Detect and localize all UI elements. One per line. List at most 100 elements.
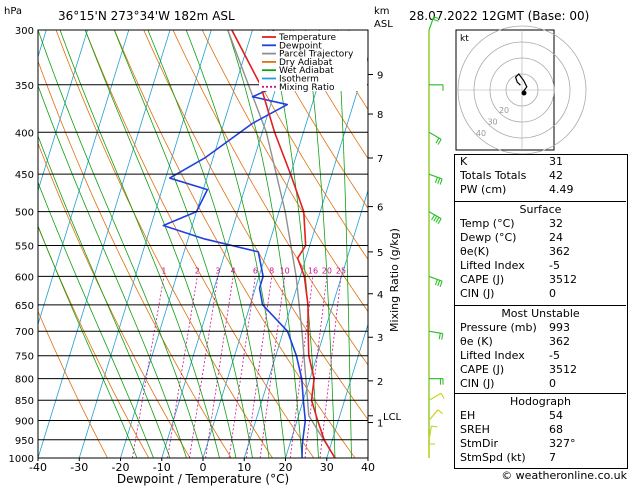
legend-label: Parcel Trajectory [279,50,354,60]
asl-label: ASL [374,19,393,30]
index-row: SREH 68 [455,423,626,437]
index-value: 362 [549,245,570,258]
lcl-label: LCL [383,412,402,423]
index-key: CIN (J) [460,377,495,390]
hodograph-ring-label: 20 [499,106,509,115]
index-key: PW (cm) [460,183,507,196]
x-tick-label: 40 [361,461,375,474]
pressure-tick-label: 600 [15,272,34,283]
index-key: Pressure (mb) [460,321,537,334]
pressure-tick-label: 450 [15,170,34,181]
indices-panel: K 31 Totals Totals 42 PW (cm) 4.49 Surface Te… [454,154,628,469]
index-value: 68 [549,423,563,436]
mixing-ratio-line [289,276,314,458]
legend-label: Mixing Ratio [279,83,335,93]
mixing-ratio-line [319,276,342,458]
parcel-trajectory-line [227,30,336,458]
index-value: 7 [549,451,556,464]
pressure-tick-label: 400 [15,128,34,139]
pressure-tick-label: 750 [15,352,34,363]
isotherm-line [0,30,5,458]
wind-barb-flag [431,425,438,428]
wind-barb-flag [437,138,442,145]
x-tick-label: -10 [153,461,171,474]
dry-adiabat-line [260,30,368,210]
dry-adiabat-line [38,310,108,458]
wet-adiabat-line [38,84,187,458]
mixing-ratio-line [228,276,256,458]
wind-barb-flag [437,280,441,287]
wet-adiabat-line [147,30,270,458]
index-row: Lifted Index -5 [455,349,626,363]
km-tick-label: 8 [377,110,383,121]
index-row: Totals Totals 42 [455,169,626,183]
index-value: 3512 [549,273,577,286]
isotherm-line [285,189,368,458]
dry-adiabat-line [201,30,368,313]
index-row: StmDir 327° [455,437,626,451]
isotherm-line [78,30,212,458]
x-tick-label: 0 [200,461,207,474]
index-value: -5 [549,349,560,362]
separator [455,393,626,394]
km-tick-label: 4 [377,290,383,301]
legend-label: Dry Adiabat [279,58,333,68]
pressure-tick-label: 900 [15,417,34,428]
index-key: Totals Totals [460,169,527,182]
wind-barb-flag [433,16,440,20]
index-value: 0 [549,287,556,300]
copyright-footer: © weatheronline.co.uk [501,469,627,482]
km-tick-label: 9 [377,70,383,81]
mixing-ratio-line [259,276,286,458]
wind-barb-flag [435,217,440,223]
wind-barb [428,330,443,335]
wet-adiabat-line [59,30,220,458]
separator [455,305,626,306]
index-value: -5 [549,259,560,272]
wet-adiabat-line [185,30,286,458]
legend-label: Temperature [278,33,336,43]
index-row: Lifted Index -5 [455,259,626,273]
km-tick-label: 3 [377,333,383,344]
wind-barb-flag [439,281,443,288]
wind-barb-flag [441,333,444,340]
index-value: 24 [549,231,563,244]
index-key: Lifted Index [460,349,525,362]
index-row: Pressure (mb) 993 [455,321,626,335]
index-value: 993 [549,321,570,334]
index-value: 362 [549,335,570,348]
index-key: StmSpd (kt) [460,451,526,464]
storm-motion-marker [521,90,527,96]
mixing-ratio-line [205,276,234,458]
hodograph-ring-label: 30 [487,118,497,127]
mixing-ratio-label: 2 [195,266,200,275]
pressure-tick-label: 650 [15,301,34,312]
km-tick-label: 5 [377,248,383,259]
wind-barb-flag [440,392,445,399]
legend-label: Wet Adiabat [279,66,334,76]
km-label: km [374,6,390,17]
pressure-tick-label: 950 [15,436,34,447]
wind-barb [428,16,435,31]
hodograph-trace [514,73,528,94]
wind-barb [428,392,442,401]
isotherm-line [326,322,368,458]
wind-barb [428,425,433,440]
index-key: θe(K) [460,245,490,258]
index-row: θe(K) 362 [455,245,626,259]
mixing-ratio-line [189,276,219,458]
temperature-line [231,30,336,458]
index-row: K 31 [455,155,626,169]
x-tick-label: -30 [70,461,88,474]
hodograph-unit-label: kt [460,34,469,44]
index-row: CAPE (J) 3512 [455,363,626,377]
pressure-tick-label: 1000 [9,454,34,465]
wind-barb-flag [431,214,436,221]
x-tick-label: -40 [29,461,47,474]
pressure-tick-label: 850 [15,396,34,407]
legend-label: Dewpoint [279,41,322,51]
plot-frame [37,29,369,459]
wind-barb [428,409,439,421]
